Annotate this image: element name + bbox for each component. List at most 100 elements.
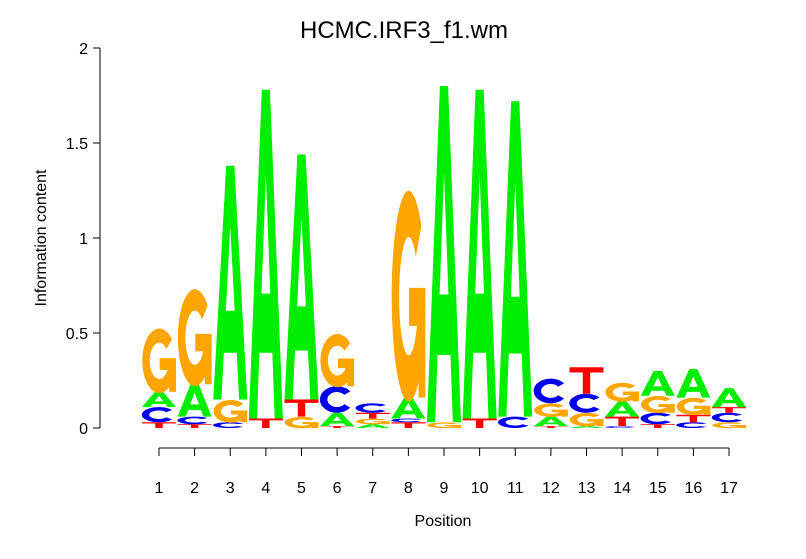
x-tick-label: 15 bbox=[649, 480, 667, 497]
logo-letter-T bbox=[462, 418, 497, 428]
logo-letter-A bbox=[142, 391, 176, 408]
logo-letter-A bbox=[177, 384, 212, 417]
logo-stack bbox=[141, 328, 176, 428]
logo-letter-A bbox=[640, 371, 675, 396]
logo-letter-T bbox=[640, 424, 675, 428]
logo-stack bbox=[711, 388, 746, 429]
logo-letter-T bbox=[569, 367, 604, 394]
x-tick-label: 2 bbox=[190, 480, 199, 497]
logo-letter-A bbox=[569, 426, 604, 428]
logo-letter-G bbox=[177, 289, 212, 387]
logo-letter-A bbox=[533, 416, 568, 427]
logo-letter-G bbox=[534, 403, 568, 417]
logo-letter-A bbox=[284, 154, 319, 400]
y-axis: 0 0.5 1 1.5 2 bbox=[66, 41, 101, 438]
logo-letter-C bbox=[605, 426, 636, 428]
logo-letter-C bbox=[319, 386, 351, 413]
logo-letter-A bbox=[676, 369, 711, 398]
logo-letter-G bbox=[320, 334, 355, 388]
y-axis-label: Information content bbox=[33, 169, 50, 307]
logo-letter-T bbox=[248, 418, 283, 428]
logo-letter-A bbox=[248, 89, 283, 419]
logo-letter-A bbox=[213, 165, 248, 400]
logo-letter-A bbox=[391, 397, 426, 419]
logo-stack bbox=[498, 101, 533, 428]
logo-letter-G bbox=[142, 328, 176, 394]
x-tick-label: 5 bbox=[297, 480, 306, 497]
logo-letter-C bbox=[177, 416, 208, 425]
logo-letter-T bbox=[177, 424, 212, 428]
logo-stack bbox=[462, 89, 497, 428]
x-tick-label: 13 bbox=[578, 480, 596, 497]
logo-letter-T bbox=[712, 407, 746, 413]
logo-stack bbox=[355, 403, 390, 428]
logo-letter-C bbox=[498, 416, 529, 428]
y-tick-label: 0 bbox=[79, 421, 88, 438]
logo-stack bbox=[248, 89, 283, 428]
logo-stack bbox=[676, 369, 711, 428]
x-tick-label: 6 bbox=[333, 480, 342, 497]
logo-stack bbox=[533, 378, 568, 428]
y-tick-label: 0.5 bbox=[66, 326, 88, 343]
logo-letter-T bbox=[142, 422, 176, 428]
logo-stack bbox=[391, 190, 426, 428]
logo-letter-C bbox=[355, 403, 386, 413]
logo-letter-G bbox=[356, 418, 390, 425]
logo-letter-T bbox=[355, 412, 390, 419]
logo-letter-A bbox=[355, 424, 390, 428]
logo-letter-G bbox=[712, 422, 746, 429]
logo-stack bbox=[177, 289, 212, 428]
logo-letter-G bbox=[676, 397, 711, 416]
logo-stack bbox=[569, 367, 604, 428]
logo-letter-A bbox=[712, 388, 746, 408]
logo-letter-A bbox=[427, 86, 461, 423]
x-tick-label: 3 bbox=[226, 480, 235, 497]
logo-letter-T bbox=[284, 399, 319, 417]
logo-letter-C bbox=[533, 378, 565, 404]
logo-letter-C bbox=[711, 412, 743, 423]
x-tick-label: 11 bbox=[507, 480, 524, 497]
x-tick-label: 12 bbox=[542, 480, 560, 497]
logo-letter-C bbox=[213, 422, 244, 428]
y-tick-label: 1.5 bbox=[66, 136, 88, 153]
logo-letter-C bbox=[391, 418, 422, 423]
y-tick-label: 2 bbox=[79, 41, 88, 58]
x-tick-label: 17 bbox=[720, 480, 738, 497]
logo-letter-G bbox=[284, 416, 319, 429]
x-axis: 1 2 3 4 5 6 7 8 9 10 11 12 13 14 15 16 17 bbox=[155, 447, 738, 497]
x-axis-label: Position bbox=[415, 513, 472, 530]
logo-letter-G bbox=[605, 382, 640, 402]
logo-letter-G bbox=[213, 399, 248, 423]
logo-stack bbox=[284, 154, 319, 429]
logo-letter-G bbox=[391, 190, 426, 402]
logo-stack bbox=[319, 334, 355, 428]
x-tick-label: 1 bbox=[155, 480, 164, 497]
chart-title: HCMC.IRF3_f1.wm bbox=[300, 17, 508, 44]
logo-letter-T bbox=[605, 416, 640, 427]
logo-letter-C bbox=[640, 412, 671, 425]
logo-letter-G bbox=[569, 413, 604, 427]
x-tick-label: 16 bbox=[684, 480, 702, 497]
logo-stack bbox=[427, 86, 461, 429]
logo-letter-G bbox=[427, 422, 461, 429]
logo-stack bbox=[640, 371, 675, 428]
logo-stack bbox=[605, 382, 640, 428]
x-tick-label: 10 bbox=[471, 480, 489, 497]
logo-letter-A bbox=[605, 401, 640, 417]
logo-letter-A bbox=[498, 101, 533, 417]
logo-letter-G bbox=[641, 396, 675, 414]
logo-letter-T bbox=[533, 426, 568, 428]
logo-letter-A bbox=[320, 412, 355, 427]
logo-letter-C bbox=[141, 407, 173, 423]
logo-stacks bbox=[141, 86, 746, 429]
logo-letter-C bbox=[569, 393, 600, 413]
x-tick-label: 14 bbox=[613, 480, 631, 497]
logo-letter-T bbox=[391, 422, 426, 428]
logo-letter-C bbox=[676, 422, 707, 428]
logo-letter-A bbox=[462, 89, 497, 419]
logo-letter-T bbox=[320, 426, 355, 428]
x-tick-label: 8 bbox=[404, 480, 413, 497]
x-tick-label: 4 bbox=[261, 480, 270, 497]
y-tick-label: 1 bbox=[79, 231, 88, 248]
